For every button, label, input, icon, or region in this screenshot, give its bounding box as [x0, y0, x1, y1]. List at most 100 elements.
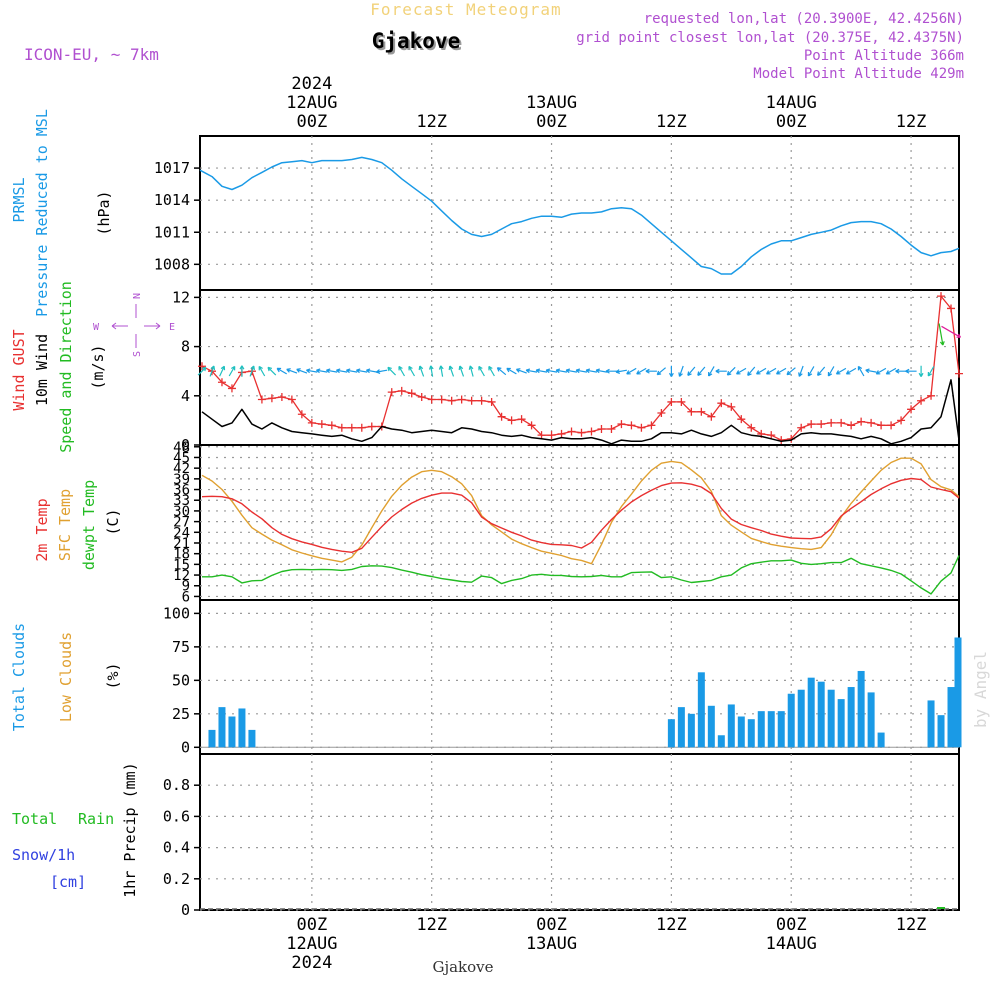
y-tick-label: 0 [181, 901, 190, 919]
y-tick-label: 33 [173, 493, 190, 509]
label-sfc-temp: SFC Temp [56, 489, 74, 561]
cloud-bar [677, 707, 685, 748]
y-tick-label: 48 [173, 440, 190, 456]
wind-vector [267, 366, 277, 376]
gust-marker [227, 384, 236, 393]
label-speed-direction: Speed and Direction [57, 281, 75, 453]
wind-vector [249, 365, 255, 377]
wind-vector [219, 365, 226, 377]
label-prmsl: PRMSL [10, 177, 28, 222]
location-title: Gjakove [374, 31, 463, 55]
wind-vector [918, 365, 924, 377]
wind-vector [515, 368, 527, 374]
y-tick-label: 100 [163, 604, 190, 622]
model-altitude: Model Point Altitude 429m [753, 66, 964, 82]
wind-vector [865, 368, 877, 374]
wind-vector [941, 325, 962, 338]
sfc-temp-line [201, 457, 960, 565]
gust-marker [727, 402, 736, 411]
wind-vector [755, 367, 767, 375]
cloud-bar [817, 681, 825, 748]
gust-marker [497, 412, 506, 421]
wind-vector [817, 366, 826, 376]
gust-marker [317, 420, 326, 429]
cloud-bar [747, 719, 755, 748]
y-tick-label: 12 [173, 568, 190, 584]
label-wind-gust: Wind GUST [10, 329, 28, 410]
wind-vector [645, 368, 657, 374]
wind-vector [258, 365, 266, 377]
gust-marker [697, 407, 706, 416]
compass-n: N [132, 293, 143, 299]
wind-vector [668, 365, 674, 377]
label-low-clouds: Low Clouds [57, 632, 75, 722]
time-label: 00Z [776, 915, 807, 935]
gust-marker [567, 427, 576, 436]
cloud-bar [927, 700, 935, 748]
time-label: 00Z [296, 915, 327, 935]
gust-marker [947, 304, 956, 313]
panel-frame [199, 753, 960, 911]
y-tick-label: 1017 [154, 159, 190, 177]
gust-marker [507, 416, 516, 425]
y-tick-label: 1008 [154, 255, 190, 273]
time-label: 14AUG [766, 934, 817, 954]
wind-vector [239, 365, 245, 377]
panel-1: 048 12 [172, 288, 963, 454]
time-label: 12Z [656, 112, 687, 132]
wind-vector [525, 368, 538, 374]
y-tick-label: 12 [172, 288, 190, 306]
wind-vector [316, 368, 328, 374]
cloud-bar [954, 637, 962, 748]
dewpoint-line [202, 555, 960, 595]
wind-vector [496, 367, 507, 376]
gust-marker [887, 421, 896, 430]
cloud-bar [228, 716, 236, 748]
gust-marker [767, 431, 776, 440]
gust-marker [467, 396, 476, 405]
gust-marker [267, 394, 276, 403]
wind-vector [656, 367, 666, 376]
gust-marker [287, 395, 296, 404]
cloud-bar [238, 708, 246, 748]
gust-marker [347, 423, 356, 432]
requested-coords: requested lon,lat (20.3900E, 42.4256N) [644, 11, 964, 27]
wind-vector [468, 365, 474, 377]
time-label: 13AUG [526, 934, 577, 954]
y-tick-label: 50 [172, 671, 190, 689]
cloud-bar [707, 705, 715, 748]
gust-marker [707, 412, 716, 421]
cloud-bar [947, 687, 955, 748]
gust-marker [437, 395, 446, 404]
wind-vector [678, 365, 684, 377]
gust-marker [917, 396, 926, 405]
wind-vector [605, 368, 617, 374]
gust-marker [527, 421, 536, 430]
gust-marker [307, 418, 316, 427]
gust-marker [717, 399, 726, 408]
wind-vector [857, 365, 865, 377]
gust-marker [217, 378, 226, 387]
y-tick-label: 42 [173, 461, 190, 477]
gust-marker [357, 423, 366, 432]
gust-marker [927, 391, 936, 400]
y-tick-label: 0 [181, 436, 190, 454]
gust-marker [797, 423, 806, 432]
label-percent: (%) [104, 662, 122, 689]
time-label: 00Z [776, 112, 807, 132]
label-celsius: (C) [104, 508, 122, 535]
wind-vector [438, 365, 444, 377]
gust-marker [657, 409, 666, 418]
panel-frame [199, 599, 960, 755]
compass-arrows [111, 304, 161, 348]
wind-vector [555, 368, 568, 374]
gust-marker [447, 396, 456, 405]
gust-marker [807, 420, 816, 429]
gust-marker [397, 386, 406, 395]
wind-vector [807, 366, 815, 377]
time-label: 00Z [296, 112, 327, 132]
gust-marker [607, 425, 616, 434]
label-rain: Rain [78, 810, 114, 828]
wind-vector [786, 367, 796, 376]
gust-marker [367, 422, 376, 431]
